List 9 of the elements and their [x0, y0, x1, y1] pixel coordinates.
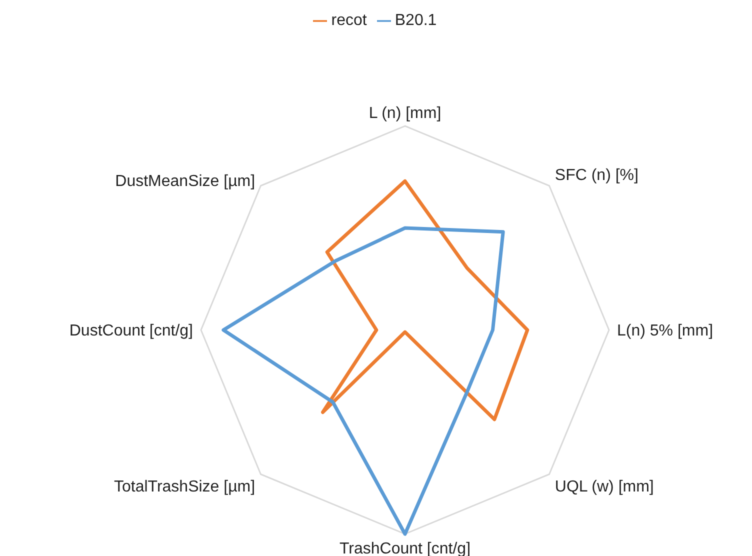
spoke-label: L(n) 5% [mm]: [617, 322, 714, 340]
legend-label: B20.1: [394, 12, 437, 29]
spoke-label: SFC (n) [%]: [554, 167, 638, 184]
spoke-label: TotalTrashSize [µm]: [114, 478, 256, 496]
spoke-label: DustMeanSize [µm]: [115, 172, 256, 190]
legend-label: recot: [331, 12, 367, 29]
spoke-label: DustCount [cnt/g]: [69, 322, 193, 340]
spoke-label: L (n) [mm]: [368, 105, 442, 122]
spoke-label: UQL (w) [mm]: [554, 478, 654, 496]
